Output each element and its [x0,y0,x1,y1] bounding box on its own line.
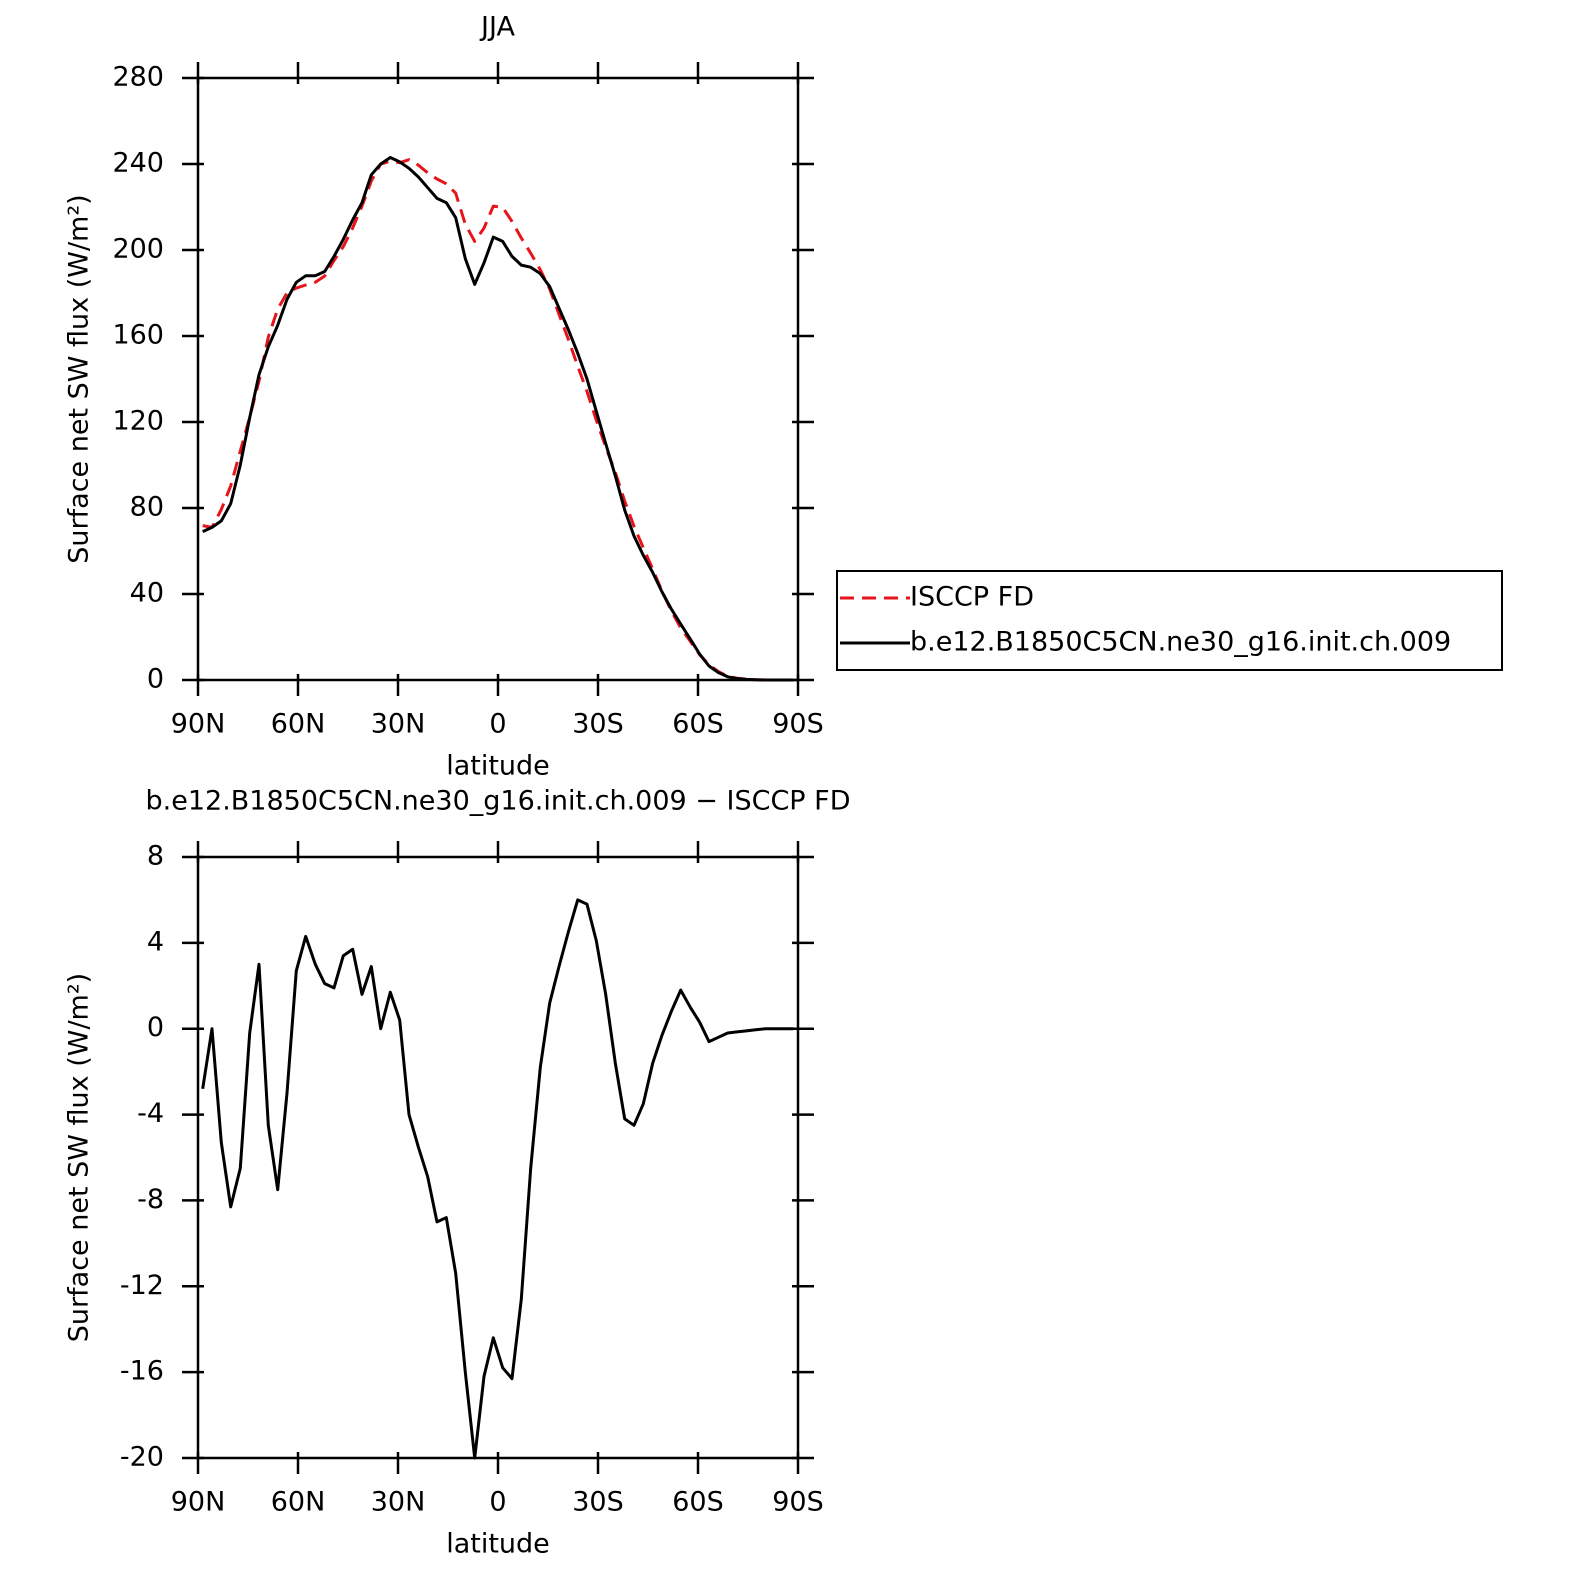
x-tick-label: 90N [171,1487,226,1518]
y-tick-label: 40 [130,578,164,609]
x-axis-label: latitude [446,1529,550,1560]
x-tick-label: 60N [271,709,326,740]
y-tick-label: -16 [120,1356,164,1387]
y-tick-label: 280 [112,62,164,93]
x-tick-label: 0 [489,709,506,740]
y-axis-label: Surface net SW flux (W/m²) [64,973,95,1342]
x-tick-label: 0 [489,1487,506,1518]
plot-frame [196,76,800,682]
x-tick-label: 90S [772,709,824,740]
y-tick-label: -4 [137,1098,164,1129]
data-line [201,898,794,1460]
y-tick-label: 200 [112,234,164,265]
y-tick-label: 240 [112,148,164,179]
x-tick-label: 60N [271,1487,326,1518]
x-tick-label: 90N [171,709,226,740]
y-tick-label: 120 [112,406,164,437]
y-tick-label: 4 [147,926,164,957]
x-tick-label: 30S [572,709,624,740]
x-tick-label: 30N [371,1487,426,1518]
y-axis-label: Surface net SW flux (W/m²) [64,194,95,563]
y-tick-label: 80 [130,492,164,523]
x-tick-label: 60S [672,709,724,740]
y-tick-label: 160 [112,320,164,351]
x-tick-label: 60S [672,1487,724,1518]
legend-label: ISCCP FD [910,582,1034,613]
x-axis-label: latitude [446,751,550,782]
plot-frame [196,855,800,1460]
y-tick-label: -12 [120,1270,164,1301]
x-tick-label: 30S [572,1487,624,1518]
x-tick-label: 30N [371,709,426,740]
y-tick-label: 0 [147,1012,164,1043]
data-line [202,156,794,682]
y-tick-label: -8 [137,1184,164,1215]
x-tick-label: 90S [772,1487,824,1518]
y-tick-label: 0 [147,664,164,695]
chart-title: b.e12.B1850C5CN.ne30_g16.init.ch.009 − I… [146,786,851,817]
y-tick-label: -20 [120,1442,164,1473]
legend-label: b.e12.B1850C5CN.ne30_g16.init.ch.009 [910,627,1451,658]
data-line [202,158,794,682]
y-tick-label: 8 [147,841,164,872]
chart-title: JJA [479,12,515,43]
legend-box [836,570,1503,671]
